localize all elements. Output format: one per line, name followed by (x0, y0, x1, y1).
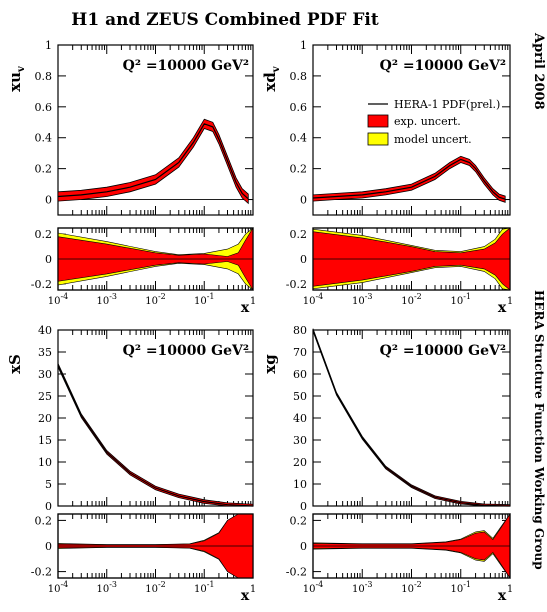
y-tick-label: 0.2 (290, 163, 308, 176)
ratio-y-tick-label: -0.2 (31, 278, 52, 291)
pdf-curve (312, 329, 511, 507)
ratio-frame-outline (57, 513, 254, 579)
ratio-y-tick-label: 0.2 (290, 514, 308, 527)
y-tick-label: 50 (293, 390, 307, 403)
pdf-curve (57, 123, 249, 200)
ratio-y-tick-label: 0.2 (35, 514, 53, 527)
q2-label: Q² =10000 GeV² (123, 343, 249, 359)
y-tick-label: 0 (300, 500, 307, 513)
x-tick-label: 10-2 (145, 580, 166, 595)
group-note: HERA Structure Function Working Group (532, 290, 546, 570)
pdf-curve (312, 158, 506, 200)
ratio-y-tick-label: -0.2 (286, 566, 307, 579)
q2-label: Q² =10000 GeV² (380, 343, 506, 359)
ratio-y-tick-label: 0 (45, 253, 52, 266)
panel-xdv: 0 0.2 0.4 0.6 0.8 1 10-4 10-3 10-2 10-1 1 -0.2 0 0.2 x… (261, 39, 513, 316)
y-tick-label: 0.2 (35, 163, 53, 176)
x-tick-label: 10-3 (96, 580, 117, 595)
x-tick-label: 10-1 (194, 292, 215, 307)
x-tick-label: 1 (507, 584, 513, 595)
ratio-y-tick-label: -0.2 (31, 566, 52, 579)
pdf-band (57, 363, 254, 507)
y-tick-label: 0.6 (290, 101, 308, 114)
ratio-frame-outline (57, 227, 254, 291)
y-axis-label: xS (6, 354, 24, 374)
ratio-frame-outline (312, 227, 511, 291)
ratio-y-tick-label: 0 (300, 540, 307, 553)
pdf-band (57, 118, 249, 205)
legend-exp-swatch (367, 114, 389, 128)
y-tick-label: 0.4 (290, 132, 308, 145)
ratio-y-tick-label: 0 (45, 540, 52, 553)
y-axis-label: xuv (6, 65, 27, 92)
y-tick-label: 10 (38, 456, 52, 469)
x-tick-label: 10-2 (145, 292, 166, 307)
y-tick-label: 20 (293, 456, 307, 469)
y-tick-label: 1 (300, 39, 307, 52)
y-tick-label: 70 (293, 346, 307, 359)
y-tick-label: 20 (38, 412, 52, 425)
ratio-frame-outline (312, 513, 511, 579)
x-axis-label: x (498, 588, 507, 604)
x-tick-label: 1 (507, 296, 513, 307)
panel-xuv: 0 0.2 0.4 0.6 0.8 1 10-4 10-3 10-2 10-1 1 -0.2 0 0.2 x… (6, 39, 256, 316)
legend-label-model: model uncert. (394, 133, 472, 146)
x-tick-label: 10-1 (450, 292, 471, 307)
y-tick-label: 0.4 (35, 132, 53, 145)
ratio-y-tick-label: 0.2 (35, 228, 53, 241)
y-tick-label: 0.8 (35, 70, 53, 83)
date-note: April 2008 (531, 32, 546, 110)
pdf-curve (57, 364, 254, 507)
legend-label-central: HERA-1 PDF(prel.) (394, 98, 500, 111)
legend: HERA-1 PDF(prel.) exp. uncert. model unc… (367, 98, 500, 146)
x-axis-label: x (498, 300, 507, 316)
y-axis-label: xdv (261, 65, 282, 91)
y-tick-label: 5 (45, 478, 52, 491)
x-tick-label: 10-3 (96, 292, 117, 307)
ratio-y-tick-label: 0.2 (290, 228, 308, 241)
x-tick-label: 1 (250, 296, 256, 307)
x-tick-label: 10-4 (303, 580, 324, 595)
x-tick-label: 10-2 (401, 292, 422, 307)
y-tick-label: 0 (300, 194, 307, 207)
y-tick-label: 0.8 (290, 70, 308, 83)
y-tick-label: 40 (293, 412, 307, 425)
y-tick-label: 30 (38, 368, 52, 381)
x-axis-label: x (241, 588, 250, 604)
pdf-band (312, 155, 506, 203)
y-tick-label: 30 (293, 434, 307, 447)
ratio-y-tick-label: 0 (300, 253, 307, 266)
x-axis-label: x (241, 300, 250, 316)
y-tick-label: 1 (45, 39, 52, 52)
x-tick-label: 10-3 (352, 292, 373, 307)
y-axis-label: xg (261, 354, 279, 374)
ratio-y-tick-label: -0.2 (286, 278, 307, 291)
x-tick-label: 10-4 (303, 292, 324, 307)
y-tick-label: 0.6 (35, 101, 53, 114)
x-tick-label: 10-2 (401, 580, 422, 595)
y-tick-label: 80 (293, 324, 307, 337)
x-tick-label: 1 (250, 584, 256, 595)
q2-label: Q² =10000 GeV² (380, 58, 506, 74)
y-tick-label: 35 (38, 346, 52, 359)
y-tick-label: 10 (293, 478, 307, 491)
figure-title: H1 and ZEUS Combined PDF Fit (71, 10, 379, 30)
y-tick-label: 40 (38, 324, 52, 337)
legend-model-swatch (367, 132, 389, 146)
x-tick-label: 10-1 (194, 580, 215, 595)
legend-label-exp: exp. uncert. (394, 115, 461, 128)
x-tick-label: 10-4 (48, 580, 69, 595)
q2-label: Q² =10000 GeV² (123, 58, 249, 74)
y-tick-label: 0 (45, 194, 52, 207)
x-tick-label: 10-3 (352, 580, 373, 595)
y-tick-label: 15 (38, 434, 52, 447)
y-tick-label: 0 (45, 500, 52, 513)
x-tick-label: 10-4 (48, 292, 69, 307)
y-tick-label: 60 (293, 368, 307, 381)
y-tick-label: 25 (38, 390, 52, 403)
x-tick-label: 10-1 (450, 580, 471, 595)
